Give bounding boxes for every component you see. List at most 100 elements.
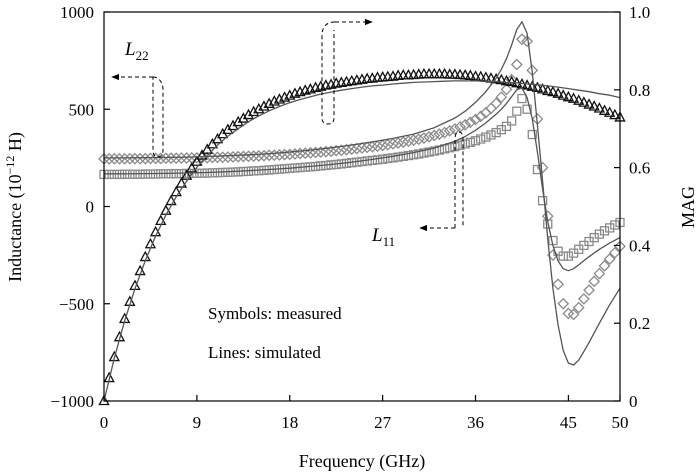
l22-diamond-point bbox=[402, 135, 415, 148]
l22-diamond-point bbox=[572, 301, 585, 314]
l11-square-point bbox=[383, 153, 393, 164]
y-axis-label-unit: H) bbox=[5, 132, 26, 156]
x-axis-label: Frequency (GHz) bbox=[299, 451, 425, 472]
mag-triangle-point bbox=[464, 69, 477, 80]
l11-square-point bbox=[486, 130, 496, 140]
l22-diamond-point bbox=[397, 136, 410, 149]
l22-diamond-point bbox=[459, 118, 472, 131]
mag-triangle-point bbox=[191, 155, 203, 166]
x-tick-label: 18 bbox=[281, 413, 298, 432]
l22-diamond-point bbox=[165, 152, 177, 165]
l11-square-point bbox=[465, 137, 476, 147]
l11-square-point bbox=[398, 151, 408, 161]
l22-diamond-point bbox=[510, 58, 523, 71]
l22-diamond-point bbox=[469, 113, 482, 126]
l22-diamond-point bbox=[448, 123, 461, 136]
l22-diamond-point bbox=[366, 140, 379, 153]
simulated-lines bbox=[103, 21, 621, 402]
y-axis-label-main: Inductance (10 bbox=[5, 174, 26, 281]
mag-triangle-point bbox=[536, 83, 549, 94]
mag-triangle-point bbox=[603, 106, 616, 117]
l22-diamond-point bbox=[608, 246, 621, 259]
axis-ticks bbox=[103, 11, 621, 402]
l22-diamond-point bbox=[583, 284, 595, 297]
l22-diamond-point bbox=[139, 152, 152, 165]
l22-diamond-point bbox=[593, 267, 606, 280]
x-tick-label: 36 bbox=[467, 413, 484, 432]
y-tick-label: 0 bbox=[86, 198, 95, 217]
l22-diamond-point bbox=[474, 110, 487, 123]
mag-triangle-point bbox=[206, 137, 219, 149]
mag-triangle-point bbox=[165, 194, 177, 206]
l22-diamond-point bbox=[123, 152, 136, 165]
l22-diamond-point bbox=[345, 143, 358, 156]
l11-square-point bbox=[512, 106, 522, 116]
plot-frame bbox=[103, 11, 621, 402]
l11-square-point bbox=[460, 139, 470, 149]
l22-diamond-point bbox=[144, 152, 157, 165]
l22-diamond-point bbox=[335, 144, 348, 157]
l11-square-point bbox=[522, 104, 532, 114]
l22-bracket bbox=[152, 76, 164, 158]
mag-triangle-point bbox=[242, 108, 255, 120]
l22-diamond-point bbox=[423, 130, 435, 143]
l22-diamond-point bbox=[113, 152, 126, 165]
l22-diamond-point bbox=[418, 132, 430, 144]
y-tick-label: −500 bbox=[59, 295, 94, 314]
l22-diamond-point bbox=[160, 152, 172, 165]
l11-label-sub: 11 bbox=[383, 234, 396, 249]
y2-axis-label: MAG bbox=[678, 186, 698, 228]
l22-label-sub: 22 bbox=[136, 48, 149, 63]
l22-diamond-point bbox=[376, 139, 389, 152]
l22-diamond-point bbox=[330, 144, 343, 157]
mag-triangle-point bbox=[490, 72, 502, 84]
l11-square-point bbox=[414, 149, 424, 159]
l11-square-point bbox=[605, 223, 615, 233]
mag-triangle-point bbox=[531, 81, 544, 93]
l22-diamond-point bbox=[557, 297, 570, 310]
l11-square-point bbox=[445, 143, 455, 153]
l22-diamond-point bbox=[154, 152, 167, 165]
l22-diamond-point bbox=[314, 146, 327, 158]
l11-square-point bbox=[419, 148, 429, 158]
mag-triangle-point bbox=[578, 96, 590, 107]
mag-bracket bbox=[321, 21, 336, 125]
l22-diamond-point bbox=[577, 292, 590, 305]
y-tick-label: 500 bbox=[69, 100, 95, 119]
mag-triangle-point bbox=[588, 100, 600, 111]
l11-square-point bbox=[610, 220, 620, 230]
l22-diamond-point bbox=[392, 137, 405, 150]
l22-diamond-point bbox=[500, 83, 513, 96]
l11-square-point bbox=[496, 125, 506, 135]
mag-triangle-point bbox=[609, 108, 621, 120]
mag-triangle-point bbox=[98, 394, 110, 406]
l11-square-point bbox=[481, 132, 491, 142]
mag-triangle-point bbox=[232, 115, 244, 127]
l22-diamond-point bbox=[299, 147, 312, 160]
l22-diamond-point bbox=[521, 35, 534, 48]
l22-diamond-point bbox=[454, 121, 466, 133]
l11-square-point bbox=[408, 150, 419, 160]
mag-triangle-point bbox=[438, 67, 451, 79]
l11-square-point bbox=[594, 229, 605, 239]
l11-square-point bbox=[491, 127, 501, 138]
l22-diamond-point bbox=[567, 308, 580, 321]
y2-tick-label: 1.0 bbox=[629, 3, 650, 22]
y-axis-label: Inductance (10−12 H) bbox=[3, 132, 26, 282]
y-tick-label: −1000 bbox=[50, 392, 94, 411]
l22-diamond-point bbox=[134, 152, 147, 165]
l22-diamond-point bbox=[490, 97, 503, 110]
l11-square-point bbox=[403, 150, 414, 161]
l22-diamond-point bbox=[387, 137, 399, 150]
mag-triangle-point bbox=[469, 70, 482, 81]
y2-tick-label: 0.4 bbox=[629, 236, 651, 255]
l22-simulated-line bbox=[104, 21, 621, 366]
l22-diamond-point bbox=[319, 145, 332, 158]
l22-diamond-point bbox=[371, 140, 384, 153]
mag-triangle-point bbox=[186, 162, 198, 173]
l11-square-point bbox=[517, 93, 527, 104]
l11-simulated-line bbox=[104, 87, 621, 272]
l11-square-point bbox=[470, 136, 481, 146]
l11-square-point bbox=[455, 140, 465, 150]
